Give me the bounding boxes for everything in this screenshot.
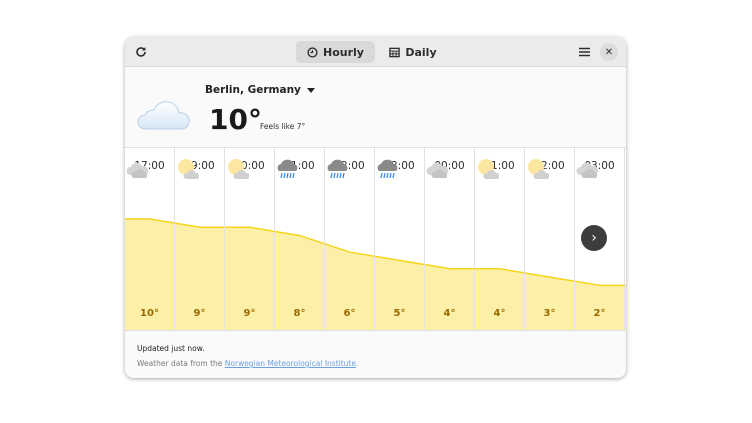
- partly-cloudy-night-icon: [178, 159, 199, 179]
- current-conditions: Berlin, Germany 10° Feels like 7°: [125, 67, 626, 148]
- hour-column: 22:00 6°: [325, 148, 375, 330]
- hour-temperature: 3°: [543, 308, 556, 319]
- hour-temperature: 9°: [193, 308, 206, 319]
- hour-column: 20:00 9°: [225, 148, 275, 330]
- hourly-forecast: 17:00 10° 19:00 9° 20:00 9° 21:00 8° 22:00 6…: [125, 148, 626, 330]
- hour-column: 02:00 3°: [525, 148, 575, 330]
- cloudy-icon: [576, 162, 599, 178]
- hour-temperature: 4°: [443, 308, 456, 319]
- hour-column: 00:00 4°: [425, 148, 475, 330]
- current-temperature: 10°: [209, 103, 262, 136]
- weather-window: Hourly Daily ✕ Berlin, Germany 10° Feels…: [125, 37, 626, 378]
- hour-temperature: 5°: [393, 308, 406, 319]
- source-prefix: Weather data from the: [137, 359, 225, 368]
- temperature-area: [125, 219, 626, 330]
- location-selector[interactable]: Berlin, Germany: [205, 84, 315, 96]
- hour-column: 03:00 2°: [575, 148, 625, 330]
- footer: Updated just now. Weather data from the …: [125, 330, 626, 378]
- main-menu-button[interactable]: [573, 41, 595, 63]
- partly-cloudy-night-icon: [478, 159, 499, 179]
- rain-icon: [277, 159, 298, 179]
- hamburger-menu-icon: [578, 47, 590, 57]
- chevron-right-icon: ›: [591, 230, 597, 246]
- cloudy-icon: [126, 162, 149, 178]
- hour-temperature: 10°: [140, 308, 159, 319]
- temperature-chart: [125, 218, 626, 330]
- tab-daily[interactable]: Daily: [388, 41, 438, 63]
- close-button[interactable]: ✕: [600, 43, 618, 61]
- next-button[interactable]: ›: [581, 225, 607, 251]
- source-link[interactable]: Norwegian Meteorological Institute: [224, 359, 356, 368]
- temperature-line: [125, 218, 626, 287]
- feels-like: Feels like 7°: [260, 122, 306, 131]
- cloudy-icon: [426, 162, 449, 178]
- partly-cloudy-night-icon: [228, 159, 249, 179]
- tab-hourly[interactable]: Hourly: [296, 41, 375, 63]
- rain-icon: [327, 159, 348, 179]
- header-bar: Hourly Daily ✕: [125, 37, 626, 67]
- calendar-icon: [389, 47, 401, 57]
- source-suffix: .: [355, 359, 359, 368]
- rain-icon: [377, 159, 398, 179]
- hour-column: 21:00 8°: [275, 148, 325, 330]
- clock-icon: [307, 46, 318, 58]
- hour-column: 23:00 5°: [375, 148, 425, 330]
- hour-column: 17:00 10°: [125, 148, 175, 330]
- tab-daily-label: Daily: [405, 45, 437, 59]
- location-label: Berlin, Germany: [205, 84, 301, 96]
- hour-temperature: 2°: [593, 308, 606, 319]
- refresh-button[interactable]: [130, 41, 152, 63]
- updated-status: Updated just now.: [137, 344, 205, 353]
- hour-column: 19:00 9°: [175, 148, 225, 330]
- hour-temperature: 6°: [343, 308, 356, 319]
- dropdown-arrow-icon: [306, 87, 315, 93]
- hour-column: 01:00 4°: [475, 148, 525, 330]
- refresh-icon: [136, 47, 146, 57]
- hour-temperature: 4°: [493, 308, 506, 319]
- cloudy-icon: [137, 101, 190, 130]
- hour-temperature: 9°: [243, 308, 256, 319]
- data-source: Weather data from the Norwegian Meteorol…: [137, 359, 614, 368]
- partly-cloudy-night-icon: [528, 159, 549, 179]
- close-icon: ✕: [604, 46, 614, 58]
- tab-hourly-label: Hourly: [323, 45, 364, 59]
- hour-temperature: 8°: [293, 308, 306, 319]
